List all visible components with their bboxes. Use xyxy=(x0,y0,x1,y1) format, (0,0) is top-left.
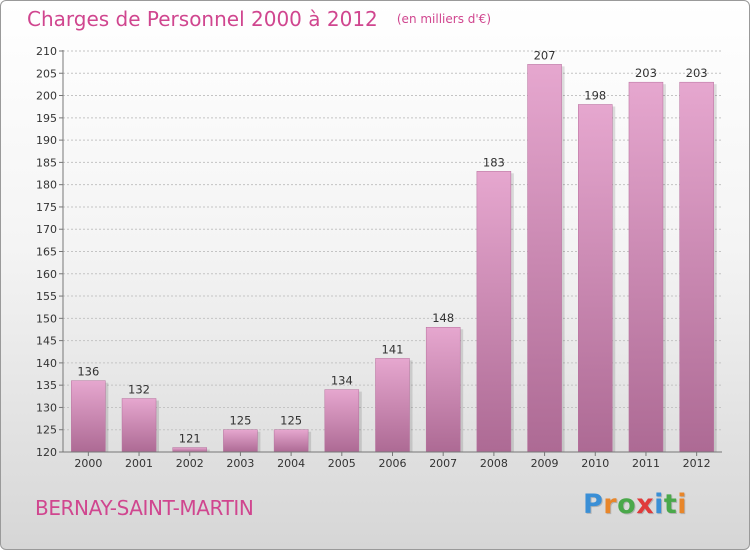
y-tick-label: 190 xyxy=(36,134,57,147)
x-tick-label: 2003 xyxy=(226,457,254,470)
brand-logo: Proxiti xyxy=(583,489,687,520)
x-tick-label: 2001 xyxy=(125,457,153,470)
brand-letter: r xyxy=(603,489,618,520)
bar xyxy=(172,447,207,453)
x-tick-label: 2005 xyxy=(328,457,356,470)
x-tick-label: 2008 xyxy=(480,457,508,470)
bar-value-label: 203 xyxy=(686,66,708,80)
bar xyxy=(121,398,157,453)
bar-value-label: 132 xyxy=(128,383,150,397)
x-tick-label: 2007 xyxy=(429,457,457,470)
y-axis-ticks: 120 125 130 135 140 145 150 155 160 165 170 175 180 1… xyxy=(36,45,63,459)
y-tick-label: 205 xyxy=(36,67,57,80)
y-tick-label: 120 xyxy=(36,446,57,459)
y-tick-label: 200 xyxy=(36,90,57,103)
y-tick-label: 210 xyxy=(36,45,57,58)
place-name: BERNAY-SAINT-MARTIN xyxy=(35,496,254,520)
y-tick-label: 135 xyxy=(36,379,57,392)
y-tick-label: 160 xyxy=(36,268,57,281)
x-axis-ticks: 2000 2001 2002 2003 2004 2005 2006 2007 2008 2009… xyxy=(74,452,711,470)
y-tick-label: 165 xyxy=(36,246,57,259)
x-tick-label: 2009 xyxy=(531,457,559,470)
x-tick-label: 2006 xyxy=(379,457,407,470)
x-tick-label: 2002 xyxy=(176,457,204,470)
y-tick-label: 155 xyxy=(36,290,57,303)
y-tick-label: 140 xyxy=(36,357,57,370)
bar xyxy=(324,389,360,453)
bar xyxy=(628,81,664,453)
bar-value-label: 183 xyxy=(483,155,505,169)
bar xyxy=(476,171,512,453)
chart-title: Charges de Personnel 2000 à 2012 xyxy=(27,7,378,31)
brand-letter: P xyxy=(583,489,604,520)
y-tick-label: 125 xyxy=(36,424,57,437)
brand-letter: i xyxy=(654,489,664,520)
bar-value-label: 125 xyxy=(229,414,251,428)
y-tick-label: 170 xyxy=(36,223,57,236)
bar-value-label: 198 xyxy=(584,88,606,102)
bar-value-label: 207 xyxy=(534,48,556,62)
bar xyxy=(527,64,562,453)
x-tick-label: 2011 xyxy=(632,457,660,470)
y-tick-label: 150 xyxy=(36,312,57,325)
bar-value-label: 148 xyxy=(432,311,454,325)
y-tick-label: 145 xyxy=(36,335,57,348)
brand-letter: i xyxy=(677,489,688,520)
bars xyxy=(71,64,717,453)
chart-subtitle: (en milliers d'€) xyxy=(396,12,491,26)
y-tick-label: 175 xyxy=(36,201,57,214)
brand-letter: x xyxy=(636,489,655,520)
bar-value-label: 125 xyxy=(280,414,302,428)
x-tick-label: 2000 xyxy=(74,457,102,470)
bar-value-label: 141 xyxy=(382,342,404,356)
bar xyxy=(223,429,258,453)
brand-letter: t xyxy=(663,489,678,520)
bar-labels: 136 132 121 125 125 134 141 148 183 207 198 203 203 xyxy=(77,48,707,445)
bar-value-label: 121 xyxy=(179,432,201,446)
bar-value-label: 134 xyxy=(331,374,353,388)
bar-value-label: 136 xyxy=(77,365,99,379)
y-tick-label: 130 xyxy=(36,401,57,414)
brand-letter: o xyxy=(617,489,637,520)
bar xyxy=(578,104,613,453)
bar xyxy=(71,380,106,453)
title-line: Charges de Personnel 2000 à 2012 (en mil… xyxy=(27,7,491,31)
bar xyxy=(273,429,309,453)
bar xyxy=(425,326,461,453)
y-tick-label: 195 xyxy=(36,112,57,125)
bar xyxy=(679,81,714,453)
bar xyxy=(375,358,410,453)
y-tick-label: 180 xyxy=(36,179,57,192)
bar-value-label: 203 xyxy=(635,66,657,80)
x-tick-label: 2004 xyxy=(277,457,305,470)
x-tick-label: 2012 xyxy=(683,457,711,470)
y-tick-label: 185 xyxy=(36,156,57,169)
x-tick-label: 2010 xyxy=(581,457,609,470)
